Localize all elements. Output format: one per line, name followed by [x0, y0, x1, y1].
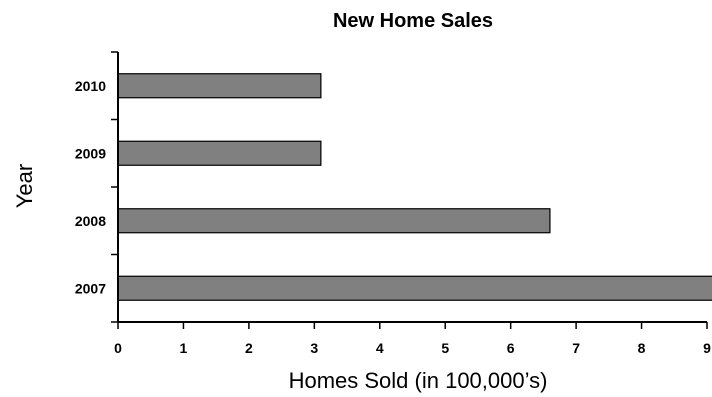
bars-group [117, 73, 712, 301]
x-tick-label-4: 4 [376, 340, 384, 356]
x-tick-labels-group: 0 1 2 3 4 5 6 7 8 9 [114, 340, 711, 356]
bar-2010 [117, 73, 322, 99]
bar-2008 [117, 208, 551, 234]
x-tick-label-2: 2 [245, 340, 253, 356]
x-tick-label-0: 0 [114, 340, 122, 356]
x-axis-title: Homes Sold (in 100,000’s) [289, 368, 548, 393]
x-tick-label-7: 7 [572, 340, 580, 356]
x-tick-label-5: 5 [441, 340, 449, 356]
plot-area: 2010 2009 2008 2007 0 1 2 3 4 5 6 7 8 9 [75, 51, 712, 356]
y-axis-title: Year [12, 164, 37, 208]
x-ticks-group [117, 322, 708, 329]
y-tick-label-2008: 2008 [75, 213, 106, 229]
x-tick-label-3: 3 [310, 340, 318, 356]
y-ticks-group [111, 51, 118, 323]
bar-2009 [117, 140, 322, 166]
y-tick-labels-group: 2010 2009 2008 2007 [75, 78, 106, 297]
x-tick-label-6: 6 [507, 340, 515, 356]
y-tick-label-2009: 2009 [75, 145, 106, 161]
x-tick-label-1: 1 [180, 340, 188, 356]
bar-2007 [117, 275, 712, 301]
x-tick-label-8: 8 [638, 340, 646, 356]
chart-title: New Home Sales [333, 10, 493, 32]
x-tick-label-9: 9 [703, 340, 711, 356]
y-tick-label-2007: 2007 [75, 280, 106, 296]
y-tick-label-2010: 2010 [75, 78, 106, 94]
